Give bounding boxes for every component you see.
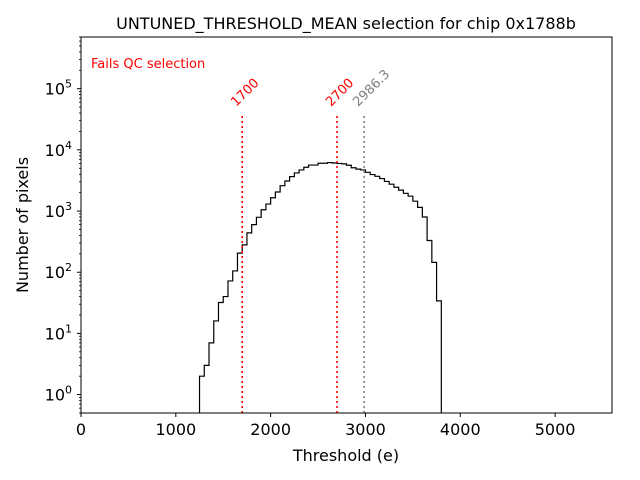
x-tick-label: 0 xyxy=(76,420,86,439)
x-tick-label: 5000 xyxy=(535,420,576,439)
cut-label-2986.3: 2986.3 xyxy=(350,67,393,110)
histogram-series xyxy=(198,161,442,413)
x-tick-label: 3000 xyxy=(345,420,386,439)
cut-label-2700: 2700 xyxy=(323,76,357,110)
x-tick-label: 1000 xyxy=(155,420,196,439)
x-axis-label: Threshold (e) xyxy=(292,446,399,465)
y-tick-label: 104 xyxy=(45,139,72,160)
y-tick-label: 102 xyxy=(45,261,72,282)
x-tick-label: 4000 xyxy=(440,420,481,439)
y-tick-label: 100 xyxy=(45,384,72,405)
chart-title: UNTUNED_THRESHOLD_MEAN selection for chi… xyxy=(116,14,576,34)
x-tick-label: 2000 xyxy=(250,420,291,439)
legend-fails-qc: Fails QC selection xyxy=(91,57,205,72)
x-axis: 0 1000 2000 3000 4000 5000 xyxy=(76,413,576,439)
y-tick-label: 105 xyxy=(45,78,72,99)
cut-label-1700: 1700 xyxy=(228,76,262,110)
y-axis-label: Number of pixels xyxy=(13,157,32,293)
y-axis: 100 101 102 103 104 105 xyxy=(45,36,81,414)
y-tick-label: 101 xyxy=(45,322,72,343)
y-tick-label: 103 xyxy=(45,200,72,221)
